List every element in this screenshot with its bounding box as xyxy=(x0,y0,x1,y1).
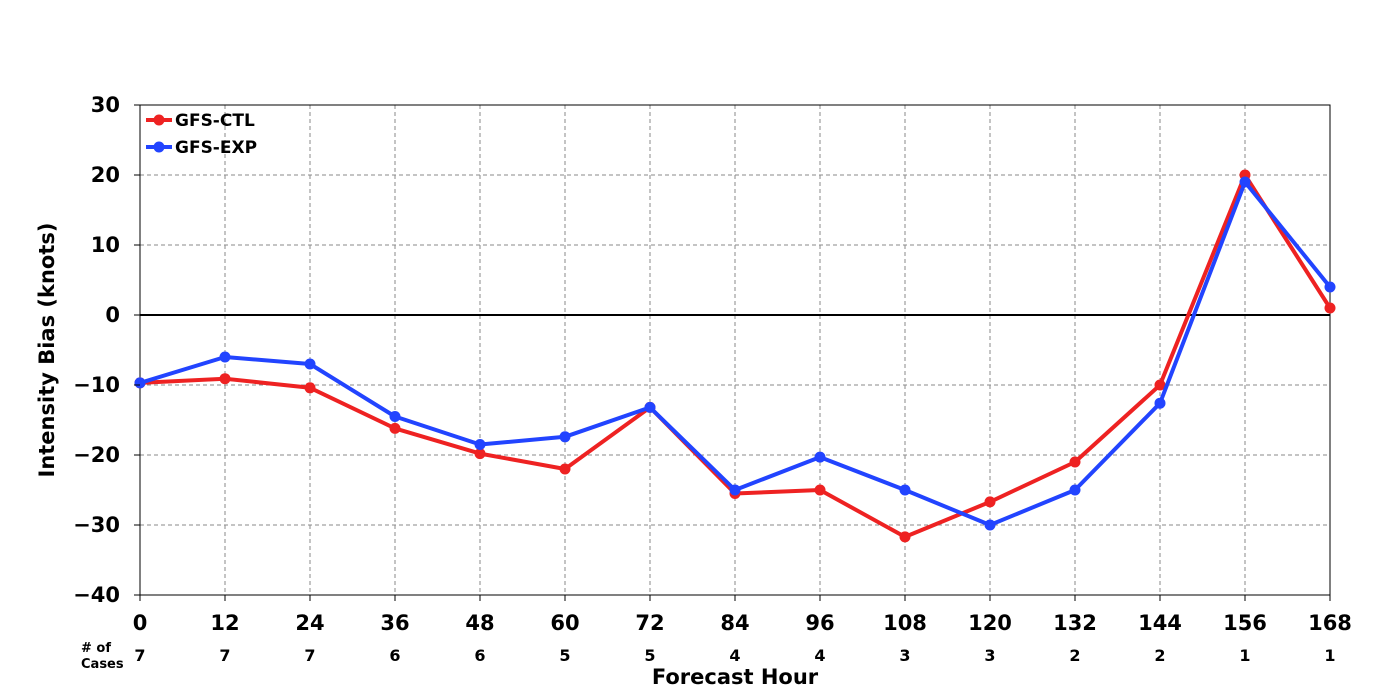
series-gfs-exp xyxy=(134,176,1336,531)
x-tick-label: 72 xyxy=(635,611,664,635)
x-tick-label: 156 xyxy=(1223,611,1267,635)
case-count: 5 xyxy=(559,646,570,665)
case-count: 3 xyxy=(899,646,910,665)
data-point xyxy=(1154,397,1166,409)
case-count: 1 xyxy=(1239,646,1250,665)
case-counts: 7 7 7 6 6 5 5 4 4 3 3 2 2 1 1 xyxy=(134,646,1335,665)
y-axis-title: Intensity Bias (knots) xyxy=(35,223,59,478)
data-point xyxy=(1069,456,1081,468)
data-point xyxy=(1069,484,1081,496)
data-point xyxy=(1324,281,1336,293)
x-tick-label: 84 xyxy=(720,611,749,635)
x-tick-label: 108 xyxy=(883,611,927,635)
series-layer xyxy=(134,169,1336,543)
y-tick-label: 20 xyxy=(91,163,120,187)
x-tick-label: 120 xyxy=(968,611,1012,635)
data-point xyxy=(219,351,231,363)
grid xyxy=(140,105,1330,595)
y-tick-label: 10 xyxy=(91,233,120,257)
data-point xyxy=(304,382,316,394)
case-count: 6 xyxy=(474,646,485,665)
data-point xyxy=(559,463,571,475)
y-tick-label: −40 xyxy=(73,583,120,607)
x-tick-label: 0 xyxy=(133,611,148,635)
data-point xyxy=(134,377,146,389)
case-count: 7 xyxy=(219,646,230,665)
case-count: 2 xyxy=(1154,646,1165,665)
case-count: 4 xyxy=(814,646,825,665)
y-tick-label: 30 xyxy=(91,93,120,117)
data-point xyxy=(984,519,996,531)
y-tick-label: 0 xyxy=(105,303,120,327)
data-point xyxy=(1324,302,1336,314)
case-count: 3 xyxy=(984,646,995,665)
data-point xyxy=(1239,176,1251,188)
x-tick-label: 36 xyxy=(380,611,409,635)
data-point xyxy=(219,373,231,385)
case-count: 7 xyxy=(304,646,315,665)
data-point xyxy=(389,422,401,434)
data-point xyxy=(474,439,486,450)
x-tick-labels: 0 12 24 36 48 60 72 84 96 108 120 132 144 156 168 xyxy=(133,595,1352,635)
case-count: 7 xyxy=(134,646,145,665)
case-count: 2 xyxy=(1069,646,1080,665)
data-point xyxy=(304,358,316,370)
x-axis-title: Forecast Hour xyxy=(652,665,819,689)
data-point xyxy=(814,451,826,463)
y-tick-label: −30 xyxy=(73,513,120,537)
data-point xyxy=(814,484,826,496)
data-point xyxy=(559,431,571,443)
case-count: 4 xyxy=(729,646,740,665)
x-tick-label: 168 xyxy=(1308,611,1352,635)
case-count: 1 xyxy=(1324,646,1335,665)
x-tick-label: 12 xyxy=(210,611,239,635)
data-point xyxy=(644,401,656,413)
legend-label: GFS-CTL xyxy=(175,111,255,131)
y-tick-label: −10 xyxy=(73,373,120,397)
data-point xyxy=(899,531,911,543)
x-tick-label: 24 xyxy=(295,611,324,635)
x-tick-label: 132 xyxy=(1053,611,1097,635)
data-point xyxy=(474,448,486,460)
y-tick-labels: −40 −30 −20 −10 0 10 20 30 xyxy=(73,93,140,607)
legend-marker-gfs-exp xyxy=(153,141,165,153)
case-count: 5 xyxy=(644,646,655,665)
x-tick-label: 96 xyxy=(805,611,834,635)
x-tick-label: 60 xyxy=(550,611,579,635)
x-tick-label: 48 xyxy=(465,611,494,635)
data-point xyxy=(984,496,996,508)
data-point xyxy=(1154,379,1166,391)
data-point xyxy=(389,411,401,422)
cases-title-line2: Cases xyxy=(81,657,124,672)
cases-title-line1: # of xyxy=(81,641,111,656)
x-tick-label: 144 xyxy=(1138,611,1182,635)
legend: GFS-CTL GFS-EXP xyxy=(146,111,257,158)
data-point xyxy=(899,484,911,496)
legend-marker-gfs-ctl xyxy=(153,114,165,126)
legend-label: GFS-EXP xyxy=(175,138,257,158)
y-tick-label: −20 xyxy=(73,443,120,467)
series-line-gfs-ctl xyxy=(139,173,1332,539)
case-count: 6 xyxy=(389,646,400,665)
data-point xyxy=(729,484,741,496)
